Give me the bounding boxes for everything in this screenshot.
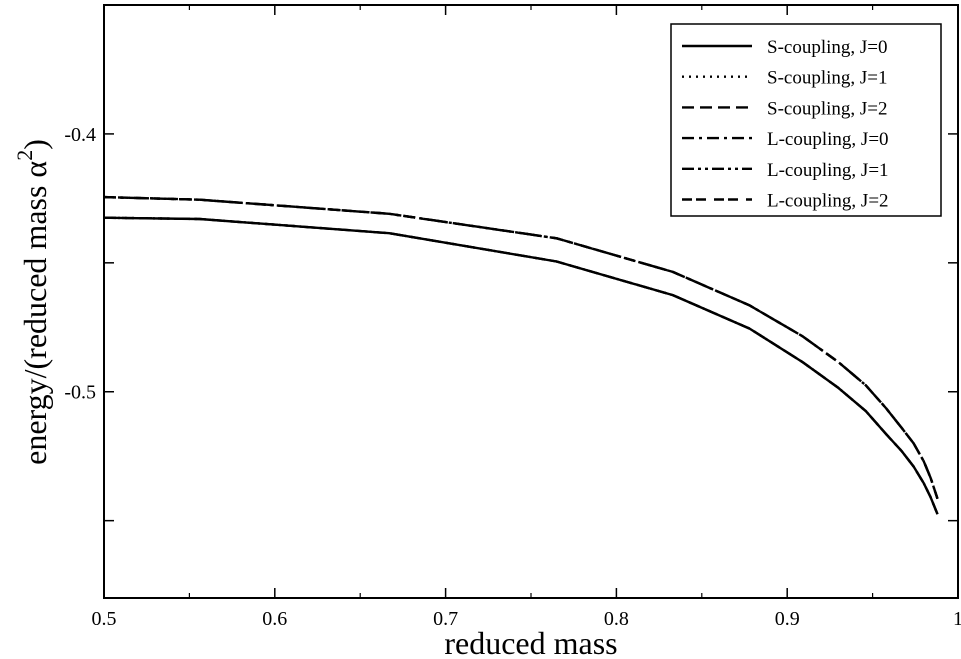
x-tick-label: 1 <box>953 608 961 630</box>
x-tick-labels: 0.5 0.6 0.7 0.8 0.9 1 <box>92 608 961 630</box>
x-tick-label: 0.7 <box>433 608 458 630</box>
y-axis-title-prefix: energy/(reduced mass <box>17 178 53 465</box>
x-tick-label: 0.5 <box>92 608 117 630</box>
y-axis-title-suffix: ) <box>17 139 53 150</box>
series-line <box>103 216 939 515</box>
x-axis-title: reduced mass <box>444 625 617 659</box>
y-axis-title-exponent: 2 <box>12 150 37 161</box>
legend-label: L-coupling, J=0 <box>767 129 889 150</box>
y-tick-labels: -0.5 -0.4 <box>64 124 96 404</box>
legend-label: L-coupling, J=1 <box>767 160 889 181</box>
series-lines <box>103 195 939 515</box>
legend-label: L-coupling, J=2 <box>767 191 889 212</box>
legend: S-coupling, J=0 S-coupling, J=1 S-coupling… <box>670 23 942 217</box>
y-tick-label: -0.4 <box>64 124 96 146</box>
x-tick-label: 0.8 <box>604 608 629 630</box>
y-axis-title: energy/(reduced mass α2) <box>12 139 53 465</box>
y-tick-label: -0.5 <box>64 382 96 404</box>
series-line <box>103 195 939 500</box>
legend-label: S-coupling, J=0 <box>767 37 888 58</box>
legend-items: S-coupling, J=0 S-coupling, J=1 S-coupling… <box>682 37 889 212</box>
y-axis-title-symbol: α <box>17 161 53 178</box>
x-tick-label: 0.6 <box>262 608 287 630</box>
plot-area-frame <box>103 4 959 599</box>
legend-box <box>670 23 942 217</box>
legend-label: S-coupling, J=2 <box>767 98 888 119</box>
legend-label: S-coupling, J=1 <box>767 68 888 89</box>
x-tick-label: 0.9 <box>775 608 800 630</box>
